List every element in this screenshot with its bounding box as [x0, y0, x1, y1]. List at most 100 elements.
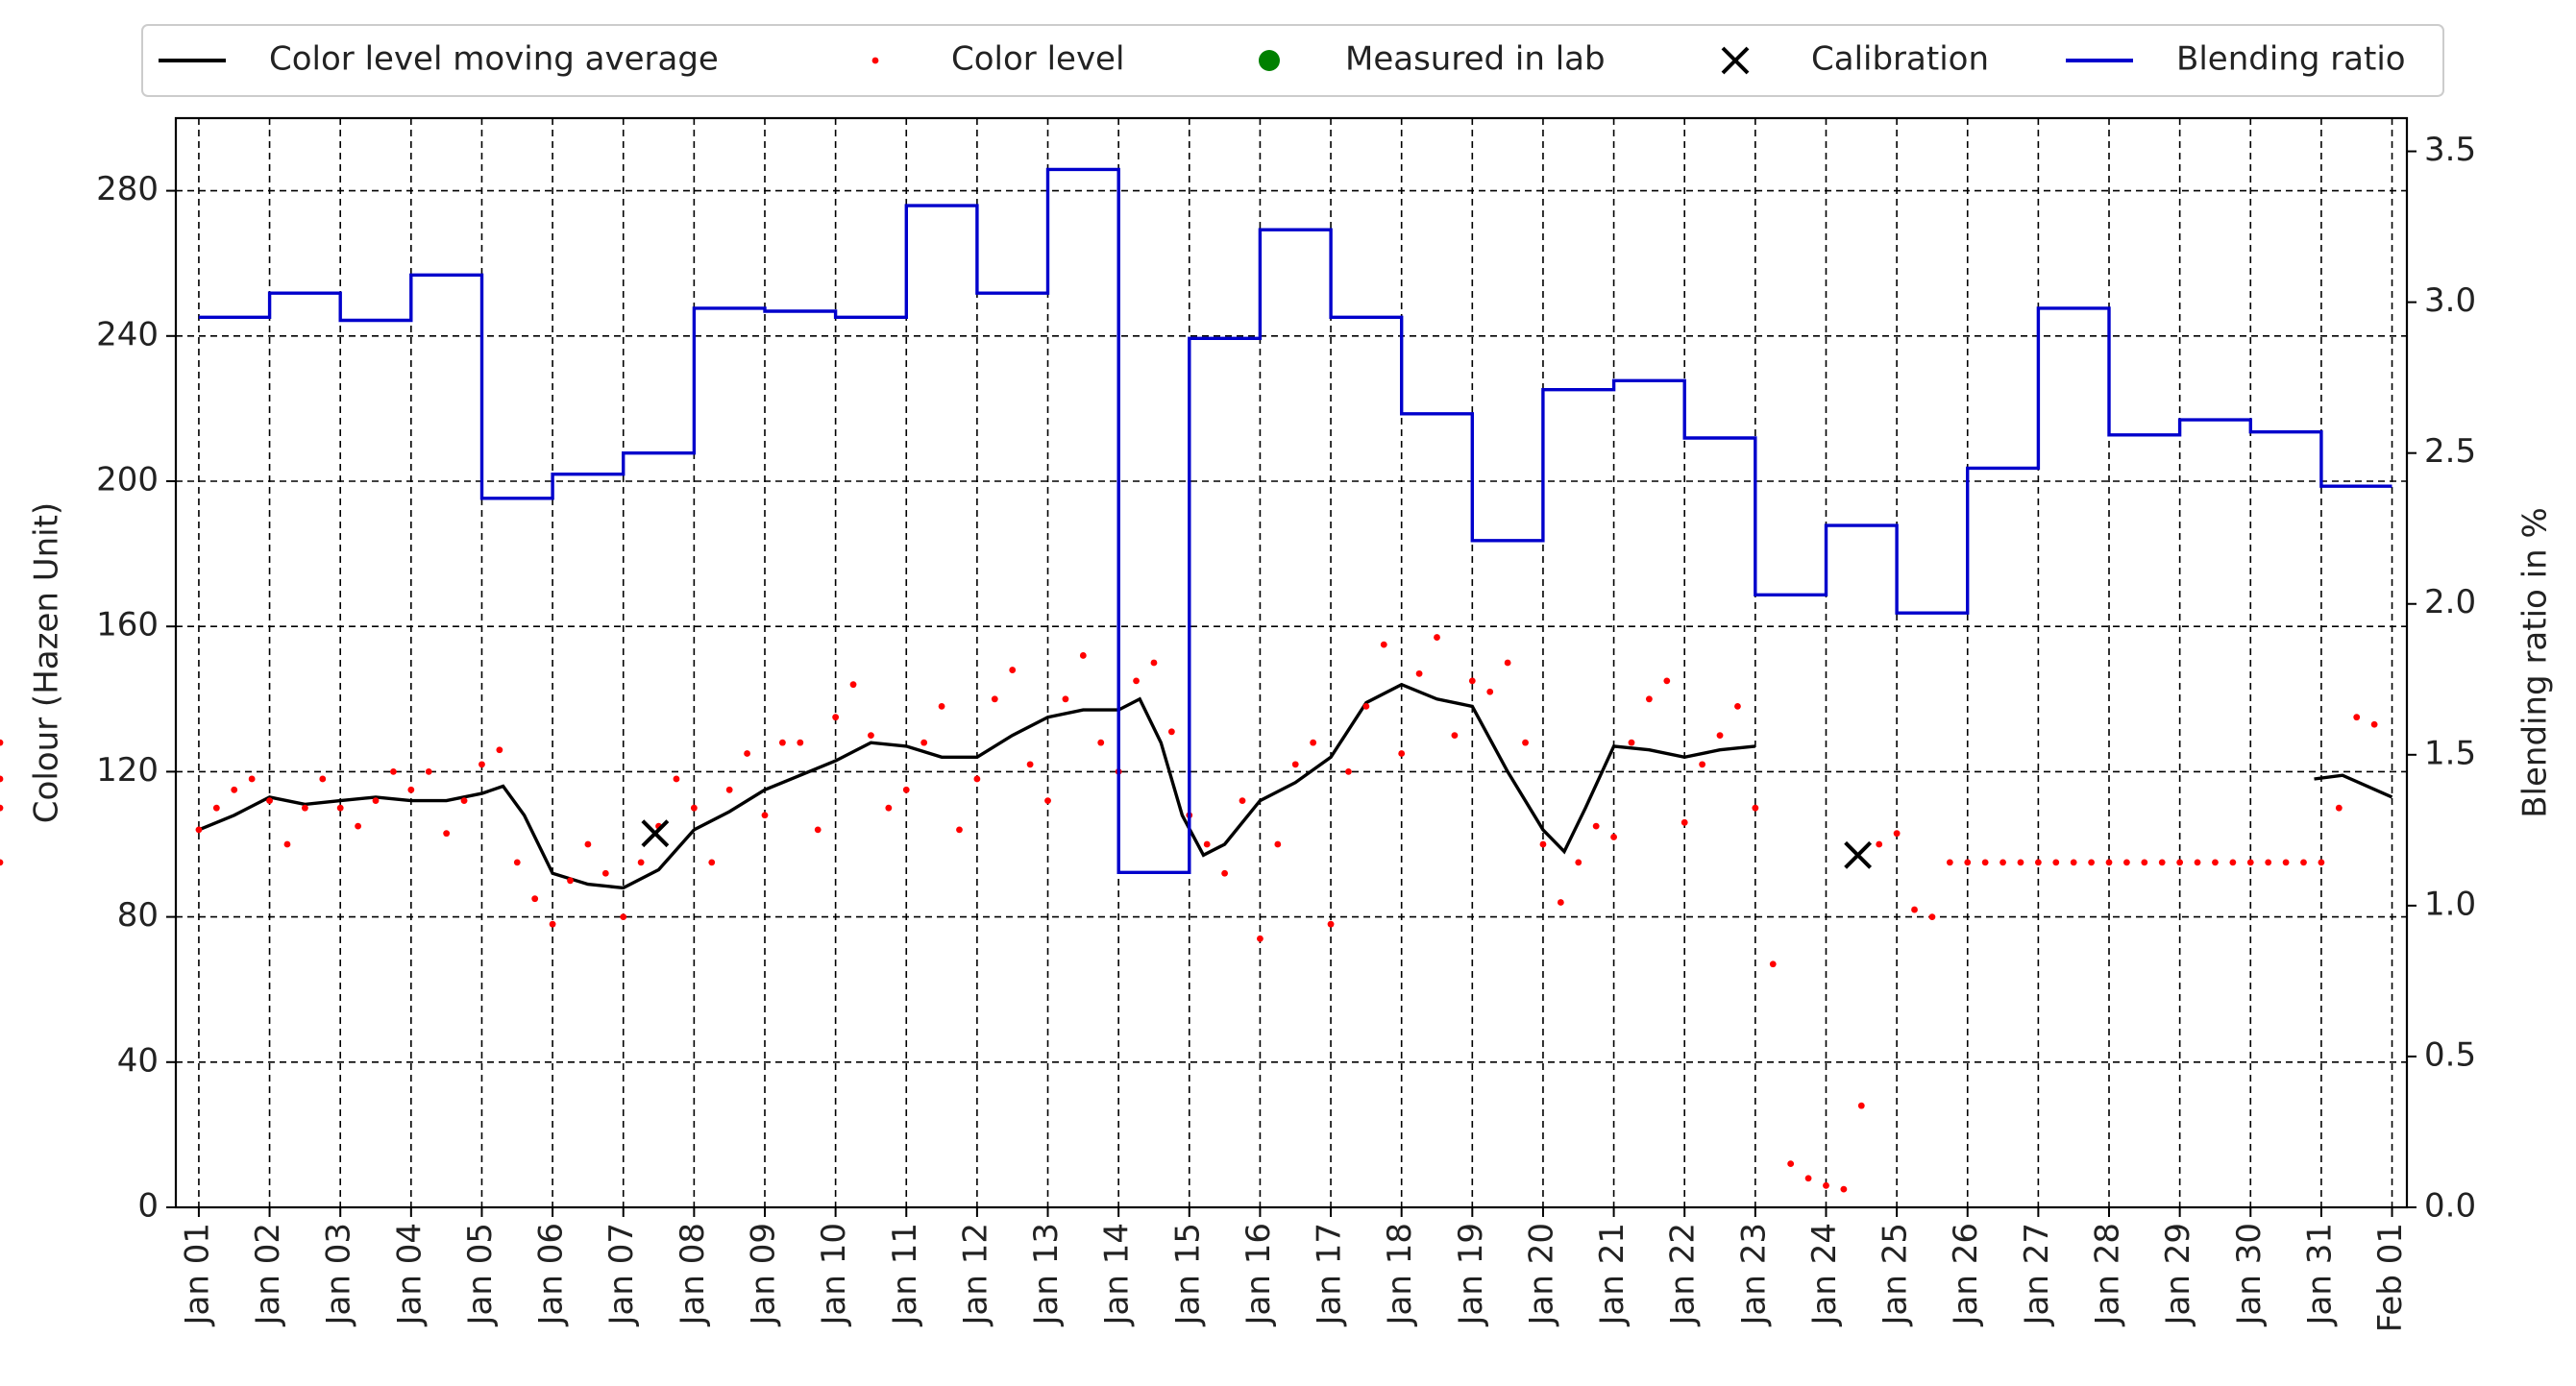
- point: [1575, 859, 1582, 866]
- point: [1911, 906, 1918, 913]
- y-tick-label: 280: [96, 170, 159, 208]
- x-tick-label: Jan 20: [1522, 1223, 1560, 1326]
- point: [2194, 859, 2201, 866]
- point: [601, 869, 609, 877]
- point: [1716, 732, 1724, 739]
- point: [1327, 920, 1335, 928]
- x-tick-label: Jan 23: [1734, 1223, 1773, 1326]
- point: [708, 859, 716, 866]
- point: [2212, 859, 2219, 866]
- point: [1628, 739, 1635, 746]
- point: [372, 797, 380, 805]
- x-tick-label: Jan 30: [2230, 1223, 2269, 1326]
- x-tick-label: Jan 03: [320, 1223, 358, 1326]
- point: [1486, 688, 1494, 695]
- legend-label: Blending ratio: [2176, 40, 2406, 79]
- x-tick-label: Jan 11: [886, 1223, 924, 1326]
- point: [1203, 840, 1211, 848]
- point: [1663, 677, 1671, 685]
- point: [991, 695, 998, 703]
- x-tick-label: Feb 01: [2371, 1223, 2410, 1332]
- point: [531, 895, 539, 903]
- point: [1539, 840, 1547, 848]
- point: [2265, 859, 2272, 866]
- point: [797, 739, 804, 746]
- point: [2158, 859, 2166, 866]
- x-tick-label: Jan 06: [532, 1223, 571, 1326]
- point: [1044, 797, 1051, 805]
- point: [1291, 761, 1299, 768]
- point: [266, 797, 273, 805]
- x-tick-label: Jan 01: [178, 1223, 216, 1326]
- legend-label: Calibration: [1811, 40, 1989, 79]
- point: [2017, 859, 2024, 866]
- y-tick-label: 40: [117, 1041, 159, 1080]
- point: [778, 739, 786, 746]
- x-tick-label: Jan 21: [1593, 1223, 1631, 1326]
- y2-tick-label: 3.5: [2424, 131, 2476, 169]
- legend-label: Measured in lab: [1345, 40, 1606, 79]
- point: [814, 826, 822, 834]
- point: [496, 746, 503, 754]
- point: [1257, 935, 1263, 942]
- point: [212, 804, 220, 812]
- point: [567, 877, 574, 885]
- point: [460, 797, 468, 805]
- legend-dot: [1259, 50, 1280, 71]
- y2-tick-label: 0.0: [2424, 1187, 2476, 1226]
- point: [1434, 634, 1440, 641]
- point: [1221, 869, 1229, 877]
- point: [1734, 702, 1741, 710]
- x-tick-label: Jan 17: [1311, 1223, 1349, 1326]
- y2-tick-label: 0.5: [2424, 1035, 2476, 1074]
- point: [620, 913, 627, 920]
- point: [849, 681, 857, 689]
- x-tick-label: Jan 13: [1027, 1223, 1066, 1326]
- point: [1062, 695, 1069, 703]
- point: [1592, 822, 1600, 830]
- point: [195, 826, 203, 834]
- x-tick-label: Jan 16: [1239, 1223, 1278, 1326]
- x-tick-label: Jan 15: [1168, 1223, 1207, 1326]
- point: [1239, 797, 1246, 805]
- point: [1026, 761, 1034, 768]
- x-tick-label: Jan 29: [2159, 1223, 2197, 1326]
- point: [478, 761, 485, 768]
- point: [920, 739, 928, 746]
- legend-label: Color level moving average: [269, 40, 719, 79]
- y-tick-label: 160: [96, 606, 159, 644]
- y2-tick-label: 1.5: [2424, 734, 2476, 772]
- point: [2318, 859, 2325, 866]
- cross-marker: [641, 819, 670, 848]
- point: [938, 702, 945, 710]
- point: [832, 714, 840, 721]
- point: [1893, 830, 1901, 838]
- point: [1823, 1181, 1829, 1189]
- point: [231, 786, 238, 793]
- x-tick-label: Jan 07: [602, 1223, 641, 1326]
- point: [248, 775, 256, 783]
- point: [1928, 913, 1936, 920]
- legend-label: Color level: [951, 40, 1124, 79]
- legend-box: [141, 24, 2444, 97]
- point: [1522, 739, 1529, 746]
- point: [1451, 732, 1459, 739]
- x-tick-label: Jan 09: [744, 1223, 782, 1326]
- x-tick-label: Jan 04: [390, 1223, 429, 1326]
- point: [549, 920, 556, 928]
- point: [390, 768, 397, 775]
- point: [1769, 960, 1777, 968]
- point: [2229, 859, 2237, 866]
- point: [0, 859, 4, 866]
- point: [1345, 768, 1352, 775]
- point: [637, 859, 645, 866]
- point: [1133, 677, 1140, 685]
- point: [868, 732, 874, 739]
- y-tick-label: 80: [117, 896, 159, 935]
- point: [2353, 714, 2361, 721]
- plot-frame: [174, 116, 2409, 1209]
- point: [690, 804, 698, 812]
- x-tick-label: Jan 08: [674, 1223, 712, 1326]
- point: [584, 840, 592, 848]
